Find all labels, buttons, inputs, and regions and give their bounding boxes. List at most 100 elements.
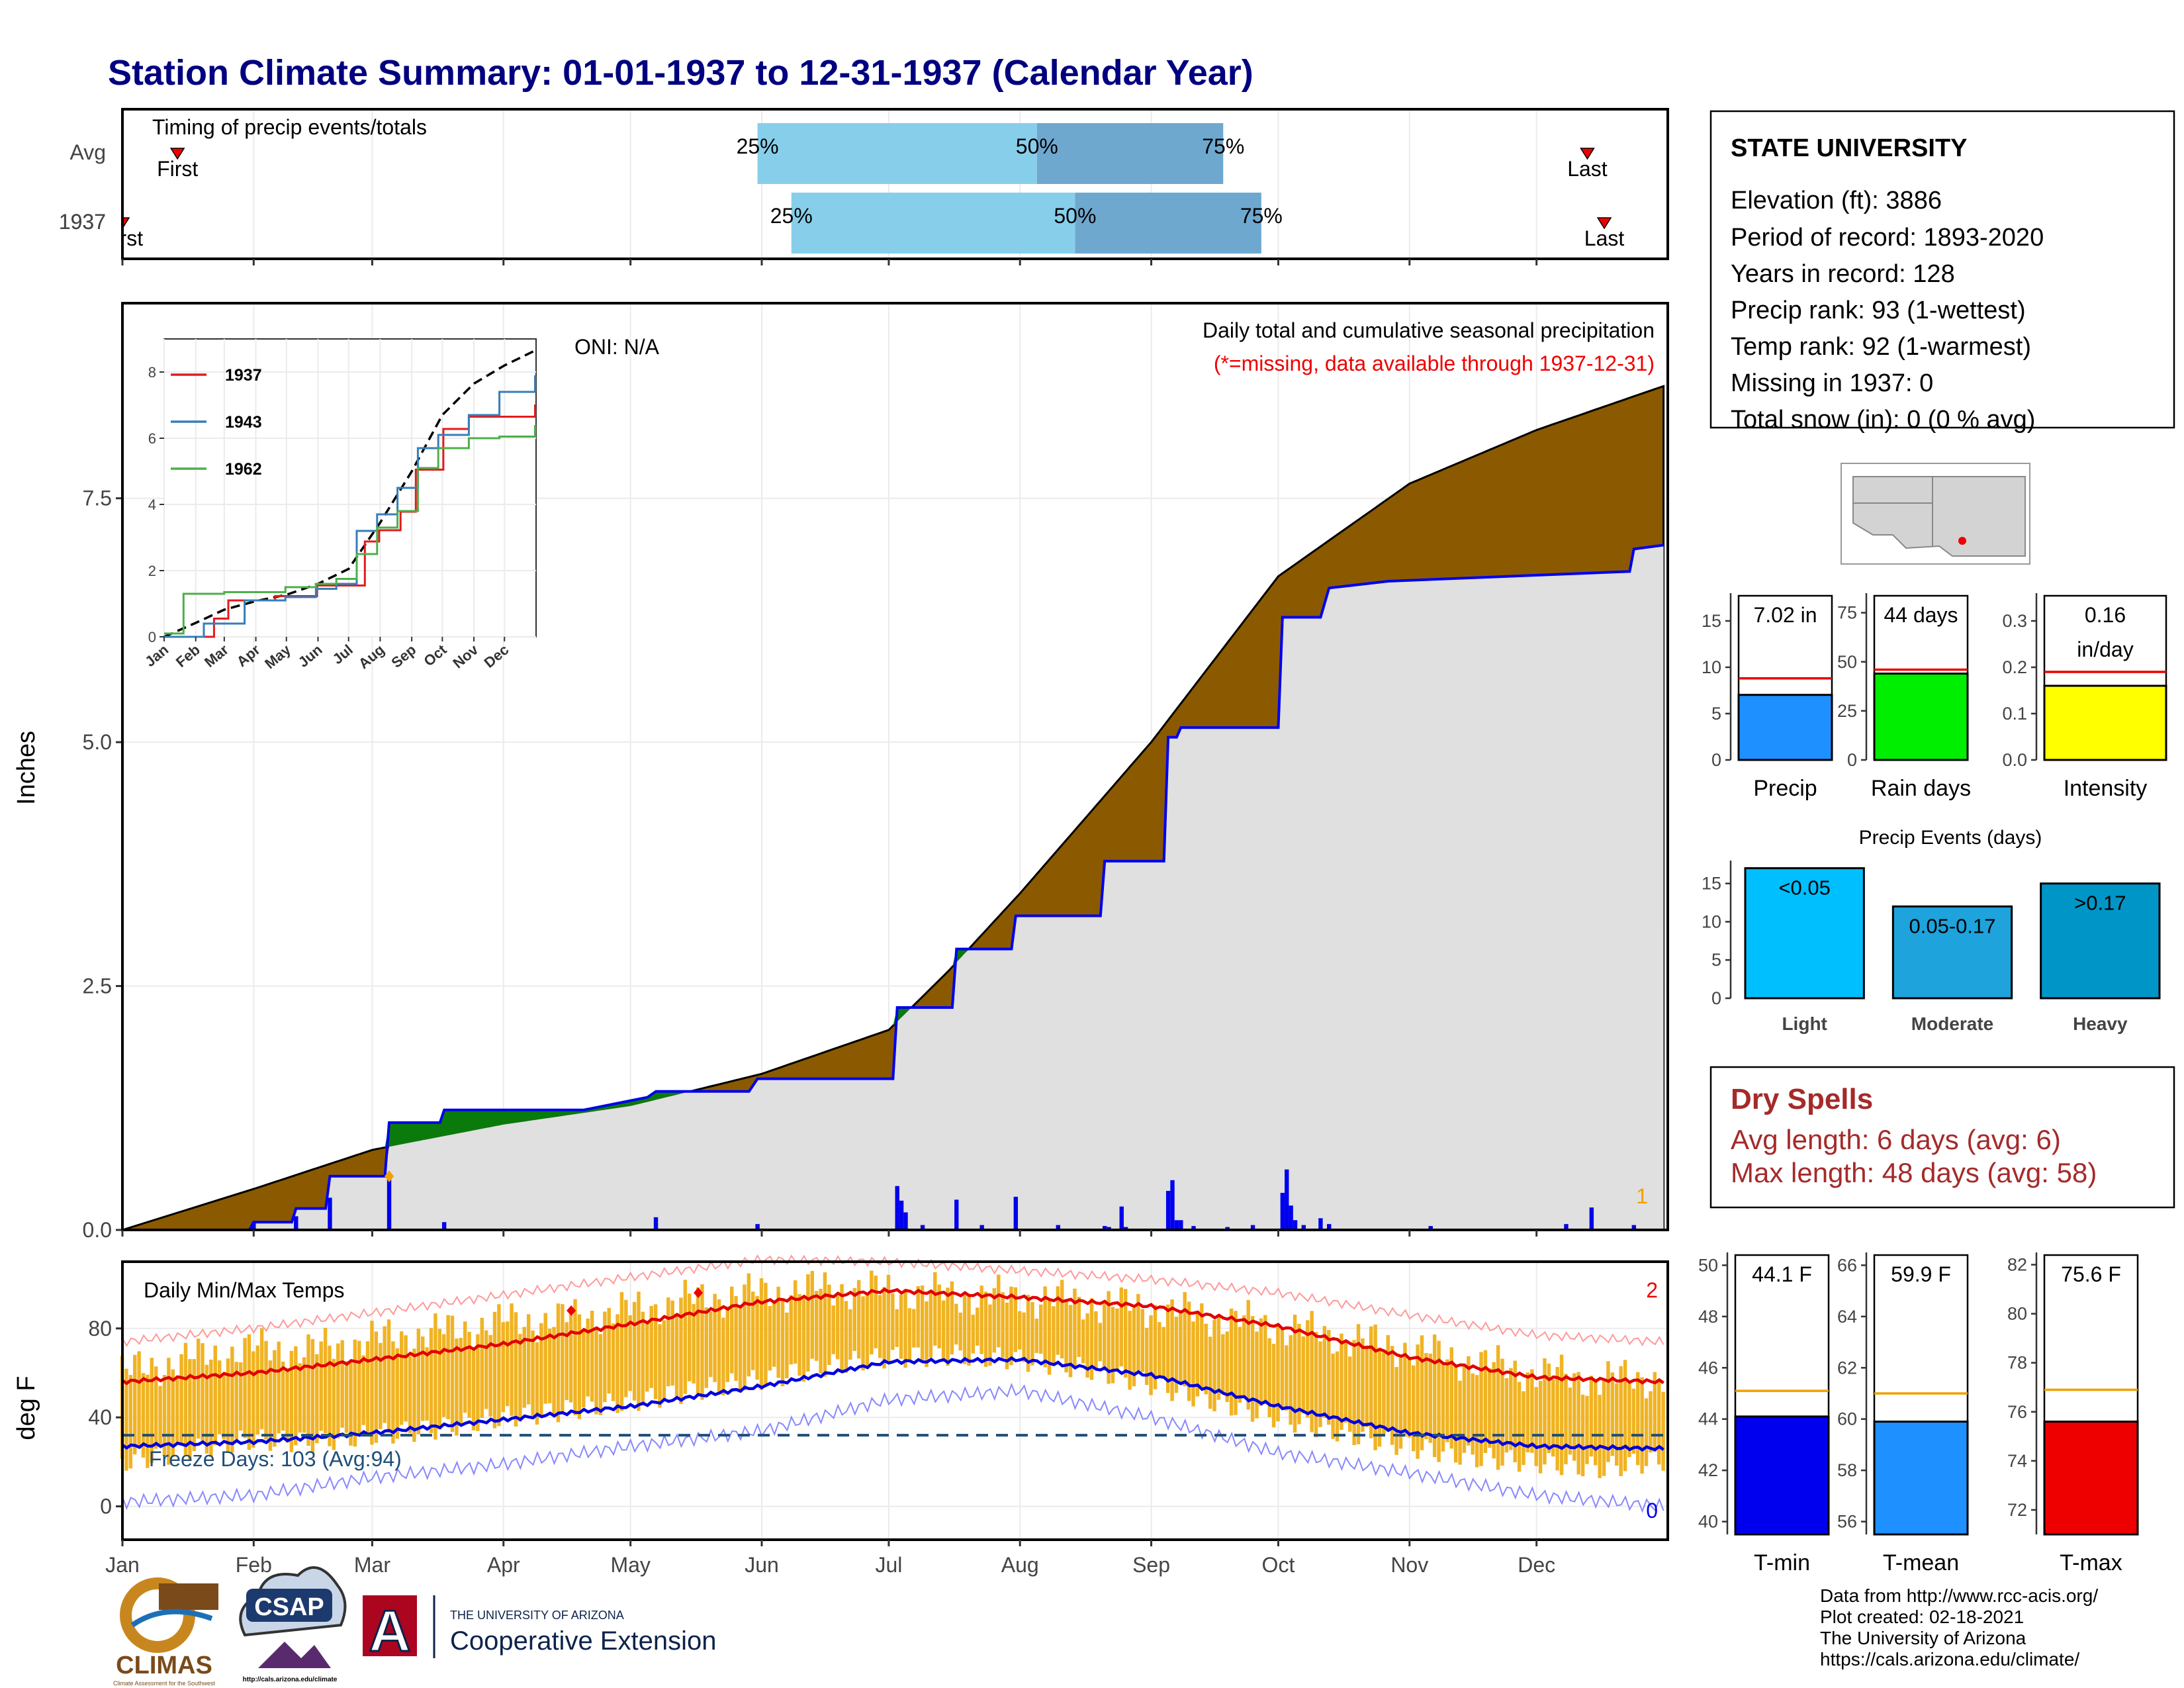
timing-last-marker-1 [1596,217,1612,230]
timing-pct-label-0-0: 25% [737,134,779,158]
temp-range-bar-176 [861,1296,865,1371]
temp-range-bar-295 [1365,1345,1369,1427]
temp-record-points [567,1288,704,1316]
temp-range-bar-44 [302,1357,306,1433]
temp-range-bar-215 [1026,1295,1030,1372]
temp-range-bar-105 [561,1304,565,1413]
temp-range-bar-25 [222,1375,226,1440]
temp-range-bar-82 [463,1321,467,1413]
month-label-8: Sep [1132,1553,1170,1577]
timing-label: Timing of precip events/totals [152,115,427,139]
temp-range-bar-198 [954,1303,958,1345]
precip-stat-2-value-label-0: 0.16 [2085,603,2126,627]
temp-range-bar-95 [518,1334,522,1422]
temp-range-bar-265 [1238,1327,1242,1403]
temp-stat-1-category: T-mean [1883,1550,1959,1575]
locator-map [1841,463,2030,565]
temp-range-bar-325 [1492,1362,1496,1459]
temp-range-bar-259 [1212,1320,1216,1412]
timing-pct-label-0-1: 50% [1016,134,1058,158]
temp-stat-0-ytick-label-4: 48 [1698,1307,1718,1327]
climas-logo-swoosh [130,1609,213,1628]
temp-range-bar-343 [1568,1387,1572,1455]
temp-range-bar-64 [387,1319,391,1433]
precip-stat-1-ytick-label-0: 0 [1847,750,1857,770]
temp-range-bar-51 [332,1358,336,1450]
temp-stat-2-value-label-0: 75.6 F [2061,1262,2121,1286]
temp-range-bar-33 [255,1345,259,1435]
temp-range-bar-229 [1085,1313,1089,1378]
temp-range-bar-348 [1589,1376,1594,1457]
temp-range-bar-330 [1513,1360,1517,1463]
temp-range-bar-163 [806,1274,810,1372]
temp-range-bar-66 [395,1348,400,1439]
precip-stat-1-ytick-label-2: 50 [1837,652,1857,672]
temp-range-bar-139 [704,1307,709,1388]
locator-map-station-dot [1958,537,1966,545]
inset-ytick-label-2: 4 [148,496,156,513]
temp-range-bar-13 [171,1369,175,1458]
precip-daily-bar-32 [1327,1224,1332,1230]
temp-stat-0-ytick-label-2: 44 [1698,1409,1718,1429]
ua-logo-block [363,1595,417,1656]
inset-frame [163,338,537,637]
temp-range-bar-359 [1636,1372,1640,1466]
temp-range-bar-54 [344,1361,349,1433]
temp-range-bar-30 [243,1338,247,1438]
temp-range-bar-43 [298,1363,302,1433]
timing-pct-label-0-2: 75% [1202,134,1244,158]
precip-stat-2-bar [2043,684,2167,761]
temp-range-bar-14 [175,1376,179,1444]
temp-range-bar-278 [1293,1315,1297,1433]
temp-range-bar-135 [688,1293,692,1382]
temp-range-bar-126 [649,1305,653,1388]
temp-range-bar-115 [603,1311,607,1403]
temp-range-bar-273 [1271,1344,1276,1428]
precip-stat-1-value-label-0: 44 days [1884,603,1958,627]
temp-range-bar-38 [277,1341,281,1434]
temp-range-bar-106 [565,1322,569,1401]
temp-range-bar-279 [1297,1323,1301,1425]
temp-range-bar-351 [1602,1381,1606,1476]
temp-range-bar-262 [1225,1331,1229,1403]
temp-range-bar-255 [1195,1313,1200,1397]
temp-range-bar-68 [404,1335,408,1422]
temp-range-bar-16 [183,1342,188,1455]
temp-range-bar-76 [437,1329,442,1430]
temp-range-bar-131 [670,1300,674,1386]
temp-range-bar-98 [531,1330,535,1416]
temp-range-bar-197 [950,1281,954,1355]
precip-daily-bar-30 [1301,1225,1306,1230]
temp-range-bar-314 [1445,1359,1449,1442]
temp-range-bar-352 [1606,1361,1610,1462]
temp-range-bar-91 [501,1322,505,1413]
temp-stat-1-ytick-label-1: 58 [1837,1460,1857,1480]
temp-range-bar-260 [1216,1315,1221,1400]
temp-range-bar-162 [801,1297,806,1382]
temp-range-bar-143 [721,1317,725,1395]
temp-range-bar-50 [328,1345,332,1446]
precip-daily-bar-16 [1107,1227,1111,1230]
temp-range-bar-216 [1030,1302,1034,1366]
temp-range-bar-169 [831,1305,835,1354]
precip-daily-bar-35 [1589,1207,1594,1230]
temp-stat-1-value-label-0: 59.9 F [1891,1262,1951,1286]
temp-range-bar-10 [158,1385,162,1446]
temp-range-bar-206 [988,1304,992,1366]
dry-spells-max: Max length: 48 days (avg: 58) [1731,1157,2097,1188]
timing-last-label-0: Last [1567,157,1608,181]
temp-range-bar-180 [878,1295,882,1358]
event-category-0: Light [1782,1013,1827,1034]
temp-range-bar-119 [619,1291,624,1411]
temp-range-bar-270 [1259,1318,1263,1406]
precip-events-title: Precip Events (days) [1859,827,2042,849]
precip-stat-2-ytick-label-2: 0.2 [2002,657,2027,677]
temp-range-bar-53 [340,1340,344,1428]
temp-range-bar-357 [1627,1382,1631,1458]
temp-range-bar-203 [976,1307,979,1346]
timing-row-label-year-redraw: 1937 [59,210,106,234]
temp-range-bar-218 [1039,1304,1043,1354]
temp-range-bar-49 [323,1327,328,1434]
precip-stat-0-category: Precip [1753,776,1817,801]
temp-range-bar-77 [441,1334,446,1417]
